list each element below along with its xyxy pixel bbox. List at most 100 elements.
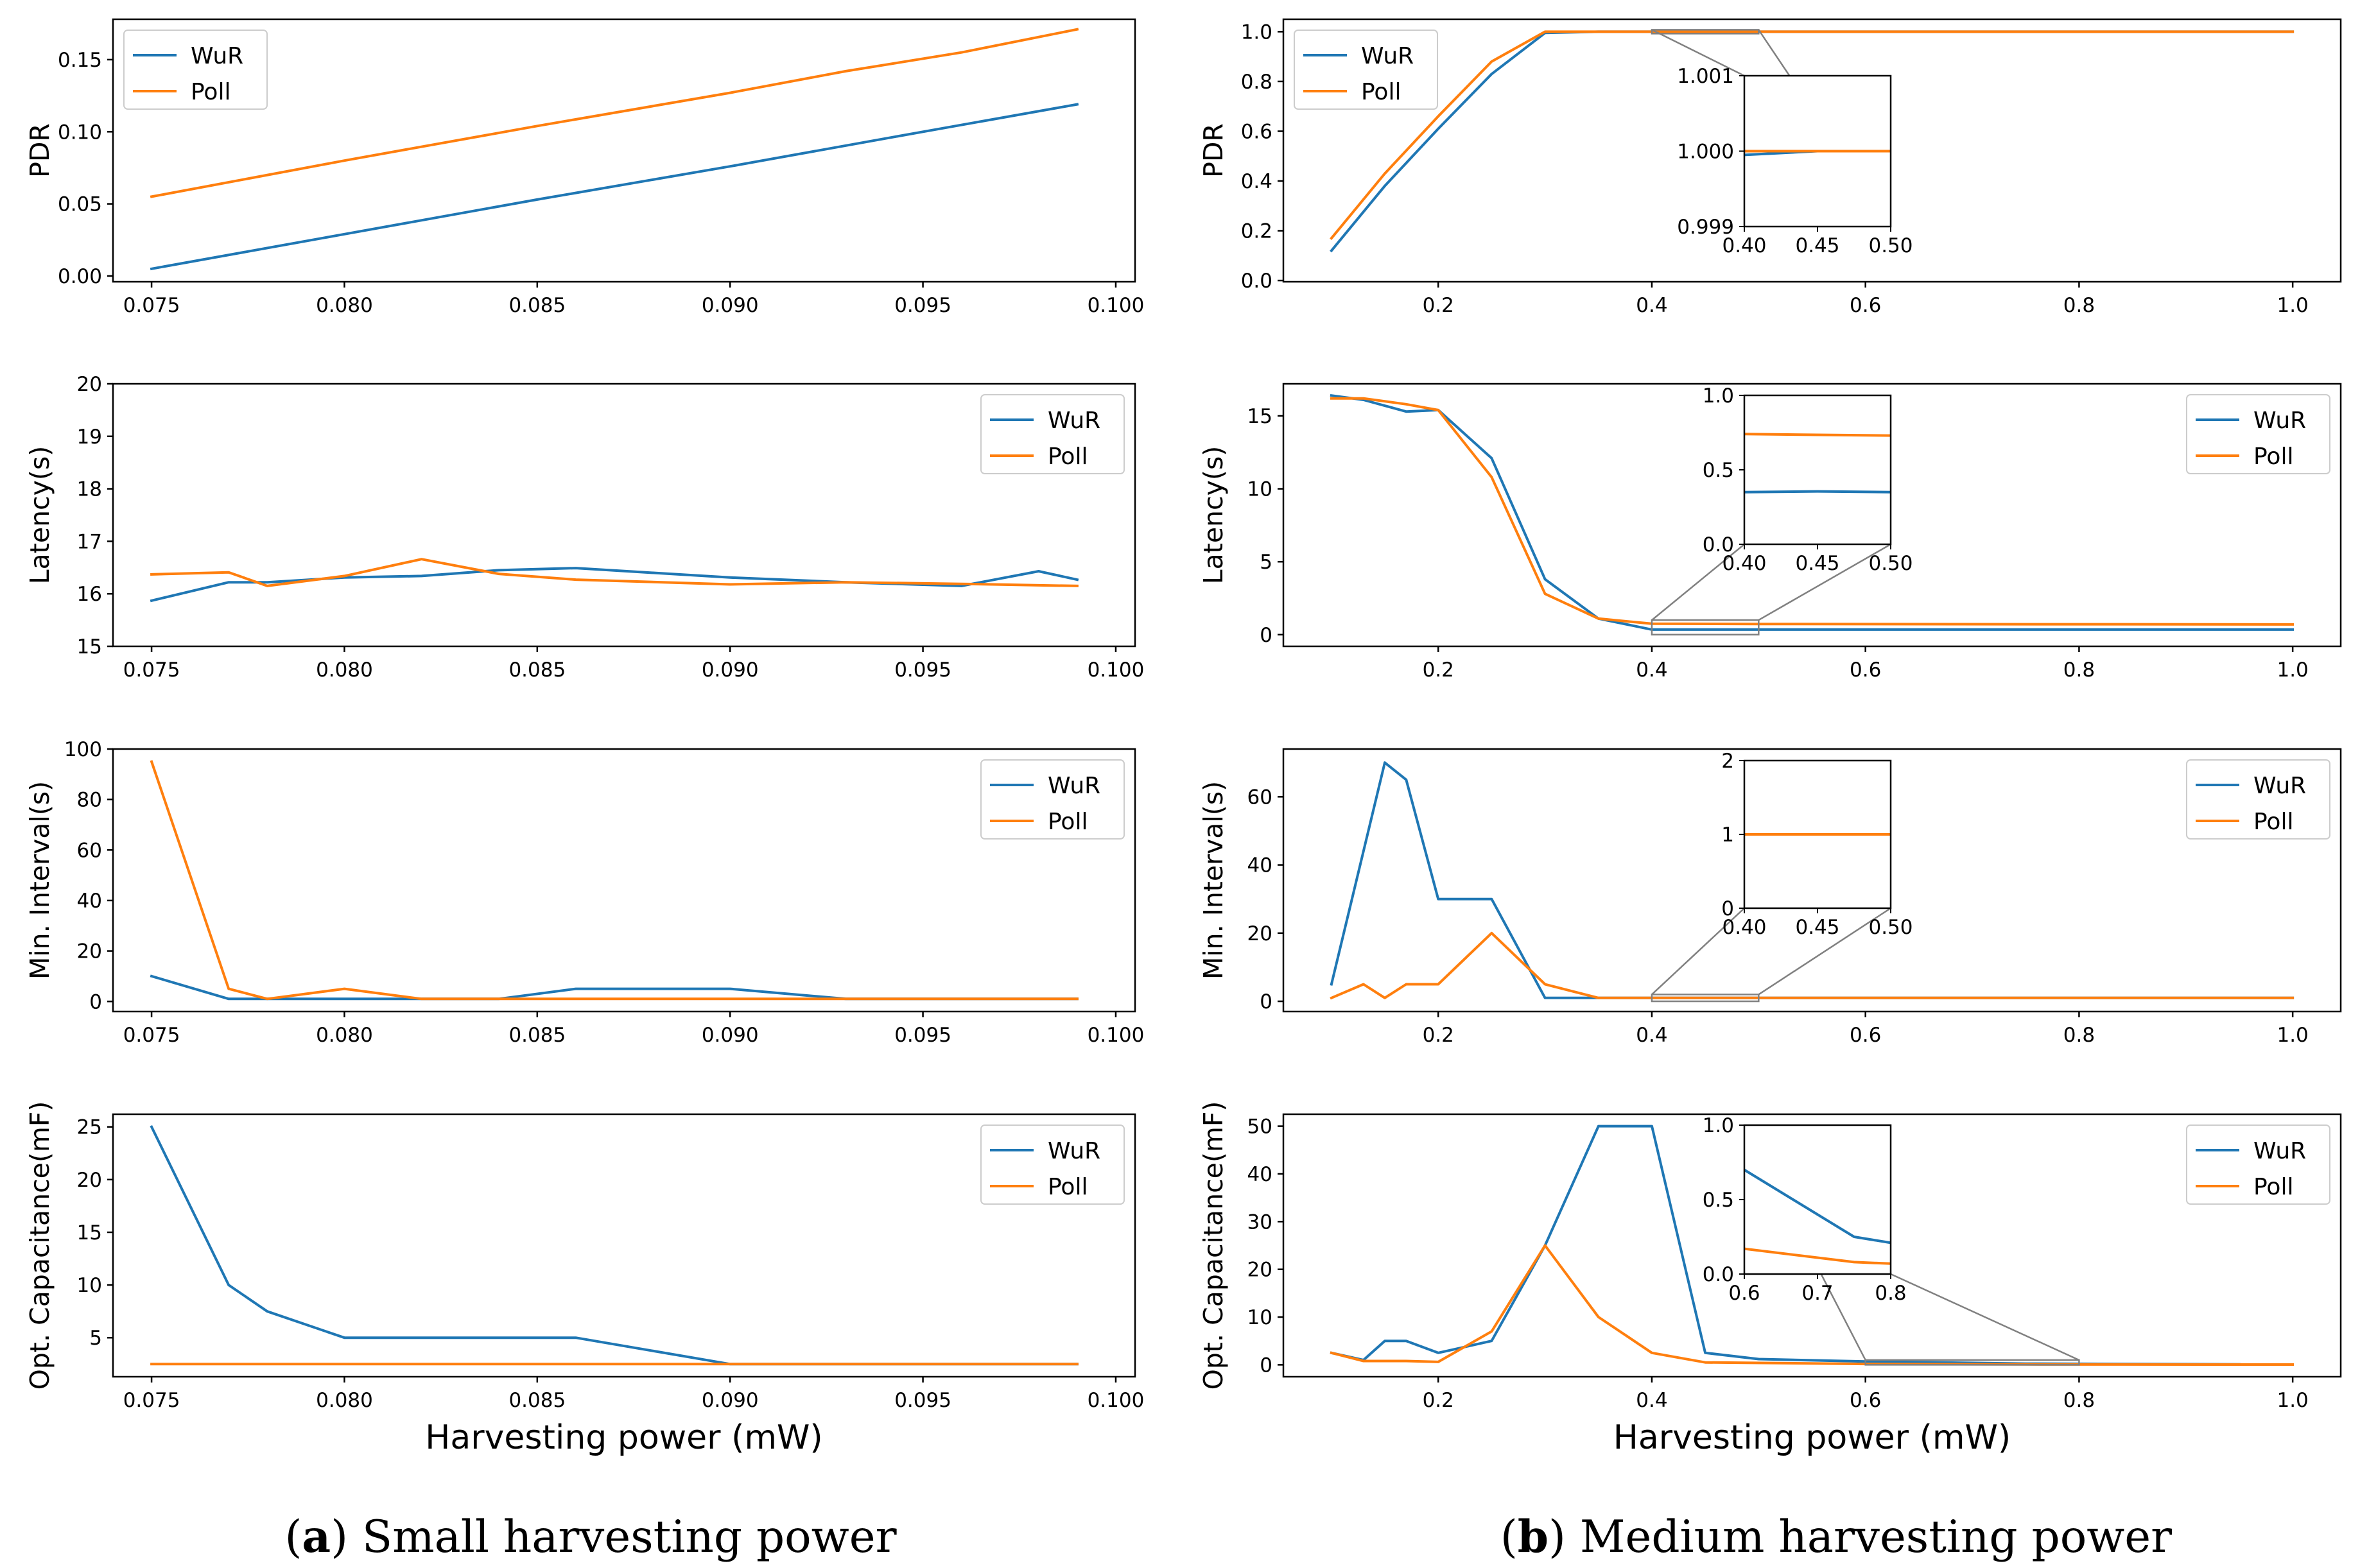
chart-b-interval-xtick-label: 0.6 bbox=[1850, 1024, 1881, 1047]
chart-b-pdr-legend-label-wur: WuR bbox=[1361, 43, 1414, 69]
chart-b-latency-inset: 0.40 0.45 0.50 0.0 0.5 1.0 bbox=[1651, 384, 1913, 636]
chart-b-pdr-inset-ytick-label: 1.000 bbox=[1677, 141, 1734, 164]
chart-b-latency-legend-label-wur: WuR bbox=[2253, 408, 2306, 434]
chart-a-capacitance-ylabel: Opt. Capacitance(mF) bbox=[24, 1101, 55, 1390]
chart-b-interval-inset-xtick-label: 0.50 bbox=[1868, 916, 1913, 939]
chart-a-interval-xtick-label: 0.085 bbox=[508, 1024, 566, 1047]
chart-b-pdr-inset-ytick-label: 0.999 bbox=[1677, 216, 1734, 239]
chart-a-pdr-xtick-label: 0.085 bbox=[508, 294, 566, 317]
chart-a-capacitance-frame bbox=[112, 1113, 1136, 1378]
chart-b-capacitance-xtick-label: 0.8 bbox=[2063, 1389, 2095, 1412]
chart-b-capacitance-ytick-label: 10 bbox=[1247, 1306, 1272, 1329]
chart-b-latency-legend: WuR Poll bbox=[2186, 394, 2330, 474]
chart-b-pdr-ytick-label: 0.2 bbox=[1241, 220, 1272, 243]
chart-b-capacitance-ylabel: Opt. Capacitance(mF) bbox=[1198, 1101, 1229, 1390]
chart-b-interval-ytick-label: 40 bbox=[1247, 854, 1272, 877]
caption-b-letter: b bbox=[1518, 1511, 1549, 1563]
caption-a: (a) Small harvesting power bbox=[284, 1511, 896, 1563]
chart-b-pdr-inset-xtick-label: 0.50 bbox=[1868, 234, 1913, 257]
chart-b-latency: 0.2 0.4 0.6 0.8 1.0 0 5 10 15 Latency(s) WuR Poll 0.… bbox=[1198, 383, 2342, 682]
chart-a-interval-ytick-label: 100 bbox=[64, 738, 102, 761]
chart-a-capacitance-ytick-label: 10 bbox=[77, 1274, 102, 1297]
chart-b-interval-inset-xtick-label: 0.45 bbox=[1795, 916, 1839, 939]
chart-b-capacitance-xtick-label: 0.2 bbox=[1423, 1389, 1454, 1412]
chart-a-capacitance-xtick-label: 0.075 bbox=[123, 1389, 180, 1412]
chart-b-pdr-xtick-label: 0.4 bbox=[1636, 294, 1667, 317]
chart-b-pdr-ytick-label: 1.0 bbox=[1241, 21, 1272, 44]
chart-a-latency-xtick-label: 0.080 bbox=[316, 659, 373, 682]
chart-a-interval-ytick-label: 0 bbox=[89, 990, 102, 1013]
chart-b-capacitance-ytick-label: 0 bbox=[1260, 1354, 1272, 1377]
chart-b-interval-connector bbox=[1758, 907, 1891, 995]
chart-b-interval-legend-box bbox=[2186, 759, 2330, 840]
chart-b-pdr-legend: WuR Poll bbox=[1294, 30, 1438, 110]
chart-a-capacitance-ytick-label: 5 bbox=[89, 1327, 102, 1350]
chart-a-pdr-ylabel: PDR bbox=[24, 123, 55, 178]
chart-b-latency-connector bbox=[1758, 543, 1891, 621]
chart-b-interval-xtick-label: 0.8 bbox=[2063, 1024, 2095, 1047]
chart-a-latency-legend: WuR Poll bbox=[980, 394, 1125, 474]
chart-a-capacitance-ytick-label: 20 bbox=[77, 1169, 102, 1192]
chart-a-capacitance-xtick-label: 0.095 bbox=[894, 1389, 951, 1412]
chart-a-latency-xtick-label: 0.090 bbox=[702, 659, 759, 682]
chart-b-interval-ylabel: Min. Interval(s) bbox=[1198, 781, 1229, 979]
chart-b-capacitance-xtick-label: 0.6 bbox=[1850, 1389, 1881, 1412]
chart-b-latency-inset-ytick-label: 0.5 bbox=[1703, 459, 1734, 482]
chart-a-interval-series-poll-line bbox=[150, 760, 1079, 1001]
chart-a-latency-ytick-label: 19 bbox=[77, 426, 102, 449]
chart-a-interval-legend-box bbox=[980, 759, 1125, 840]
chart-b-latency-series-poll-line bbox=[1330, 397, 2295, 626]
chart-b-capacitance-frame bbox=[1282, 1113, 2342, 1378]
chart-a-capacitance-legend-box bbox=[980, 1124, 1125, 1205]
caption-b-close: ) bbox=[1549, 1512, 1566, 1563]
chart-b-latency-xtick-label: 0.8 bbox=[2063, 659, 2095, 682]
chart-b-interval-ytick-label: 20 bbox=[1247, 922, 1272, 945]
chart-a-pdr-ytick-label: 0.05 bbox=[58, 193, 102, 216]
chart-a-capacitance-xtick-label: 0.085 bbox=[508, 1389, 566, 1412]
chart-a-pdr-legend-label-wur: WuR bbox=[191, 43, 243, 69]
chart-b-latency-ylabel: Latency(s) bbox=[1198, 446, 1229, 584]
chart-b-capacitance-legend: WuR Poll bbox=[2186, 1124, 2330, 1205]
chart-a-latency-frame bbox=[112, 383, 1136, 648]
chart-b-interval-connector bbox=[1651, 908, 1745, 995]
chart-a-latency-legend-label-poll: Poll bbox=[1048, 444, 1088, 470]
chart-b-interval-ytick-label: 0 bbox=[1260, 990, 1272, 1013]
chart-b-capacitance-ytick-label: 30 bbox=[1247, 1210, 1272, 1234]
chart-a-interval-ytick-label: 20 bbox=[77, 940, 102, 963]
chart-b-interval-inset-ytick-label: 1 bbox=[1721, 823, 1734, 847]
chart-b-pdr-ytick-label: 0.8 bbox=[1241, 71, 1272, 94]
chart-a-latency-ytick-label: 15 bbox=[77, 635, 102, 659]
chart-b-capacitance-inset-xtick-label: 0.6 bbox=[1728, 1282, 1760, 1305]
chart-b-latency-zoom-box bbox=[1651, 619, 1760, 636]
chart-b-latency-inset-xtick-label: 0.40 bbox=[1722, 552, 1766, 575]
caption-b-open: ( bbox=[1500, 1512, 1518, 1563]
chart-b-interval-xtick-label: 0.2 bbox=[1423, 1024, 1454, 1047]
chart-b-capacitance: 0.2 0.4 0.6 0.8 1.0 0 10 20 30 40 50 Opt. Capacitan… bbox=[1198, 1101, 2342, 1457]
chart-a-capacitance-series-wur-line bbox=[150, 1125, 1079, 1366]
chart-b-latency-inset-bg bbox=[1744, 395, 1891, 544]
chart-b-pdr-xtick-label: 0.2 bbox=[1423, 294, 1454, 317]
chart-b-pdr-ytick-label: 0.4 bbox=[1241, 170, 1272, 193]
caption-b-text: Medium harvesting power bbox=[1566, 1512, 2172, 1563]
chart-b-latency-xtick-label: 0.4 bbox=[1636, 659, 1667, 682]
chart-a-latency-ytick-label: 16 bbox=[77, 583, 102, 606]
panels: 0.075 0.080 0.085 0.090 0.095 0.100 0.0 0 0.05 0.… bbox=[24, 18, 2342, 1457]
chart-a-latency-ylabel: Latency(s) bbox=[24, 446, 55, 584]
chart-b-pdr-xtick-label: 1.0 bbox=[2277, 294, 2308, 317]
chart-b-capacitance-inset-ytick-label: 0.0 bbox=[1703, 1263, 1734, 1286]
chart-a-capacitance-ytick-label: 15 bbox=[77, 1221, 102, 1245]
chart-b-capacitance-ytick-label: 20 bbox=[1247, 1259, 1272, 1282]
chart-b-interval-zoom-box bbox=[1651, 994, 1760, 1003]
chart-a-latency-xtick-label: 0.075 bbox=[123, 659, 180, 682]
chart-a-latency-ytick-label: 20 bbox=[77, 373, 102, 396]
chart-b-latency-ytick-label: 10 bbox=[1247, 478, 1272, 501]
chart-a-pdr-frame bbox=[112, 18, 1136, 283]
chart-b-latency-inset-ytick-label: 1.0 bbox=[1703, 384, 1734, 408]
chart-a-latency-xtick-label: 0.085 bbox=[508, 659, 566, 682]
chart-a-capacitance-xlabel: Harvesting power (mW) bbox=[425, 1418, 822, 1457]
chart-a-pdr-xtick-label: 0.080 bbox=[316, 294, 373, 317]
chart-a-interval-xtick-label: 0.080 bbox=[316, 1024, 373, 1047]
chart-a-capacitance: 0.075 0.080 0.085 0.090 0.095 0.100 5 10 15 20 25 O… bbox=[24, 1101, 1144, 1457]
chart-a-interval-legend-label-wur: WuR bbox=[1048, 773, 1100, 799]
chart-a-interval-xtick-label: 0.100 bbox=[1088, 1024, 1145, 1047]
